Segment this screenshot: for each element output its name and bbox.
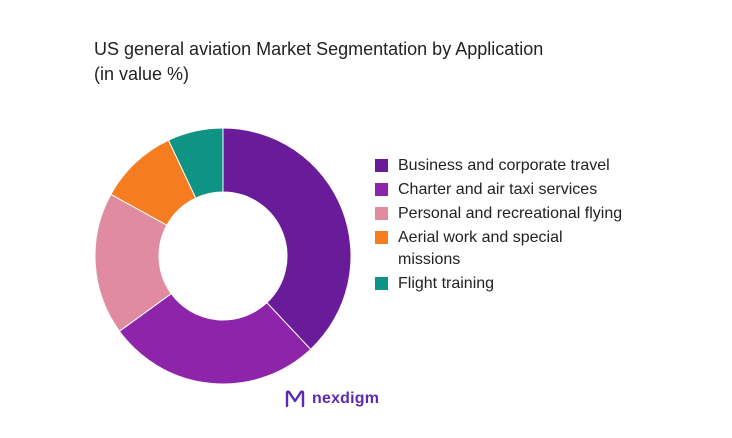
- legend-label: Aerial work and special missions: [398, 229, 563, 268]
- slice-flight-training: [167, 127, 224, 199]
- brand-logo: nexdigm: [284, 388, 379, 410]
- legend-item-charter: Charter and air taxi services: [375, 179, 635, 201]
- slice-business: [222, 127, 352, 351]
- chart-title-line-2: (in value %): [94, 64, 190, 84]
- legend-item-business: Business and corporate travel: [375, 155, 635, 177]
- legend-label: Flight training: [398, 275, 495, 292]
- slice-personal: [94, 193, 172, 332]
- legend-label: Business and corporate travel: [398, 157, 610, 174]
- legend-item-flight-training: Flight training: [375, 273, 635, 295]
- legend-swatch: [375, 277, 388, 290]
- legend-swatch: [375, 207, 388, 220]
- legend-swatch: [375, 231, 388, 244]
- chart-title: US general aviation Market Segmentation …: [94, 37, 654, 87]
- chart-legend: Business and corporate travel Charter an…: [375, 155, 635, 297]
- legend-swatch: [375, 159, 388, 172]
- legend-label: Personal and recreational flying: [398, 205, 623, 222]
- slice-charter: [118, 292, 312, 385]
- chart-title-line-1: US general aviation Market Segmentation …: [94, 39, 544, 59]
- nexdigm-logo-icon: [285, 390, 305, 408]
- legend-item-aerial-work: Aerial work and special missions: [375, 227, 635, 271]
- legend-item-personal: Personal and recreational flying: [375, 203, 635, 225]
- brand-name: nexdigm: [312, 390, 380, 407]
- legend-swatch: [375, 183, 388, 196]
- legend-label: Charter and air taxi services: [398, 181, 598, 198]
